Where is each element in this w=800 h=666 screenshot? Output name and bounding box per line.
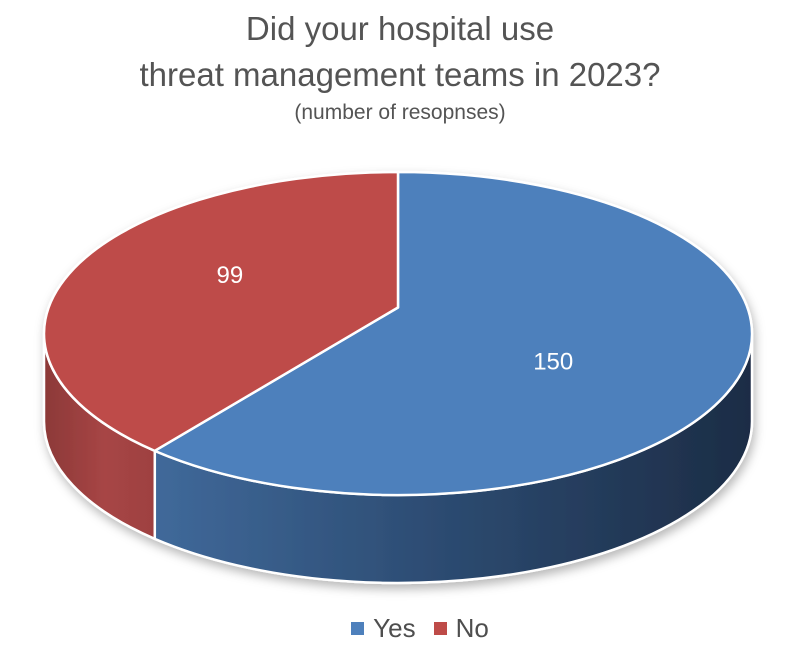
legend-item-no[interactable]: No [433, 613, 489, 644]
legend-item-yes[interactable]: Yes [351, 613, 416, 644]
chart-subtitle: (number of resopnses) [294, 101, 506, 124]
chart-title: Did your hospital use threat management … [0, 6, 800, 128]
legend-swatch-no [433, 622, 447, 635]
legend-label-no: No [455, 613, 489, 643]
chart-title-line2: threat management teams in 2023? [139, 56, 661, 93]
pie-slice-no[interactable] [42, 170, 400, 453]
chart-title-line1: Did your hospital use [245, 10, 555, 47]
pie-data-label-yes: 150 [533, 348, 573, 375]
pie-data-label-no: 99 [216, 262, 243, 289]
legend: Yes No [20, 613, 800, 644]
legend-swatch-yes [351, 622, 365, 635]
legend-label-yes: Yes [373, 613, 416, 643]
pie-slice-yes[interactable] [153, 170, 754, 497]
